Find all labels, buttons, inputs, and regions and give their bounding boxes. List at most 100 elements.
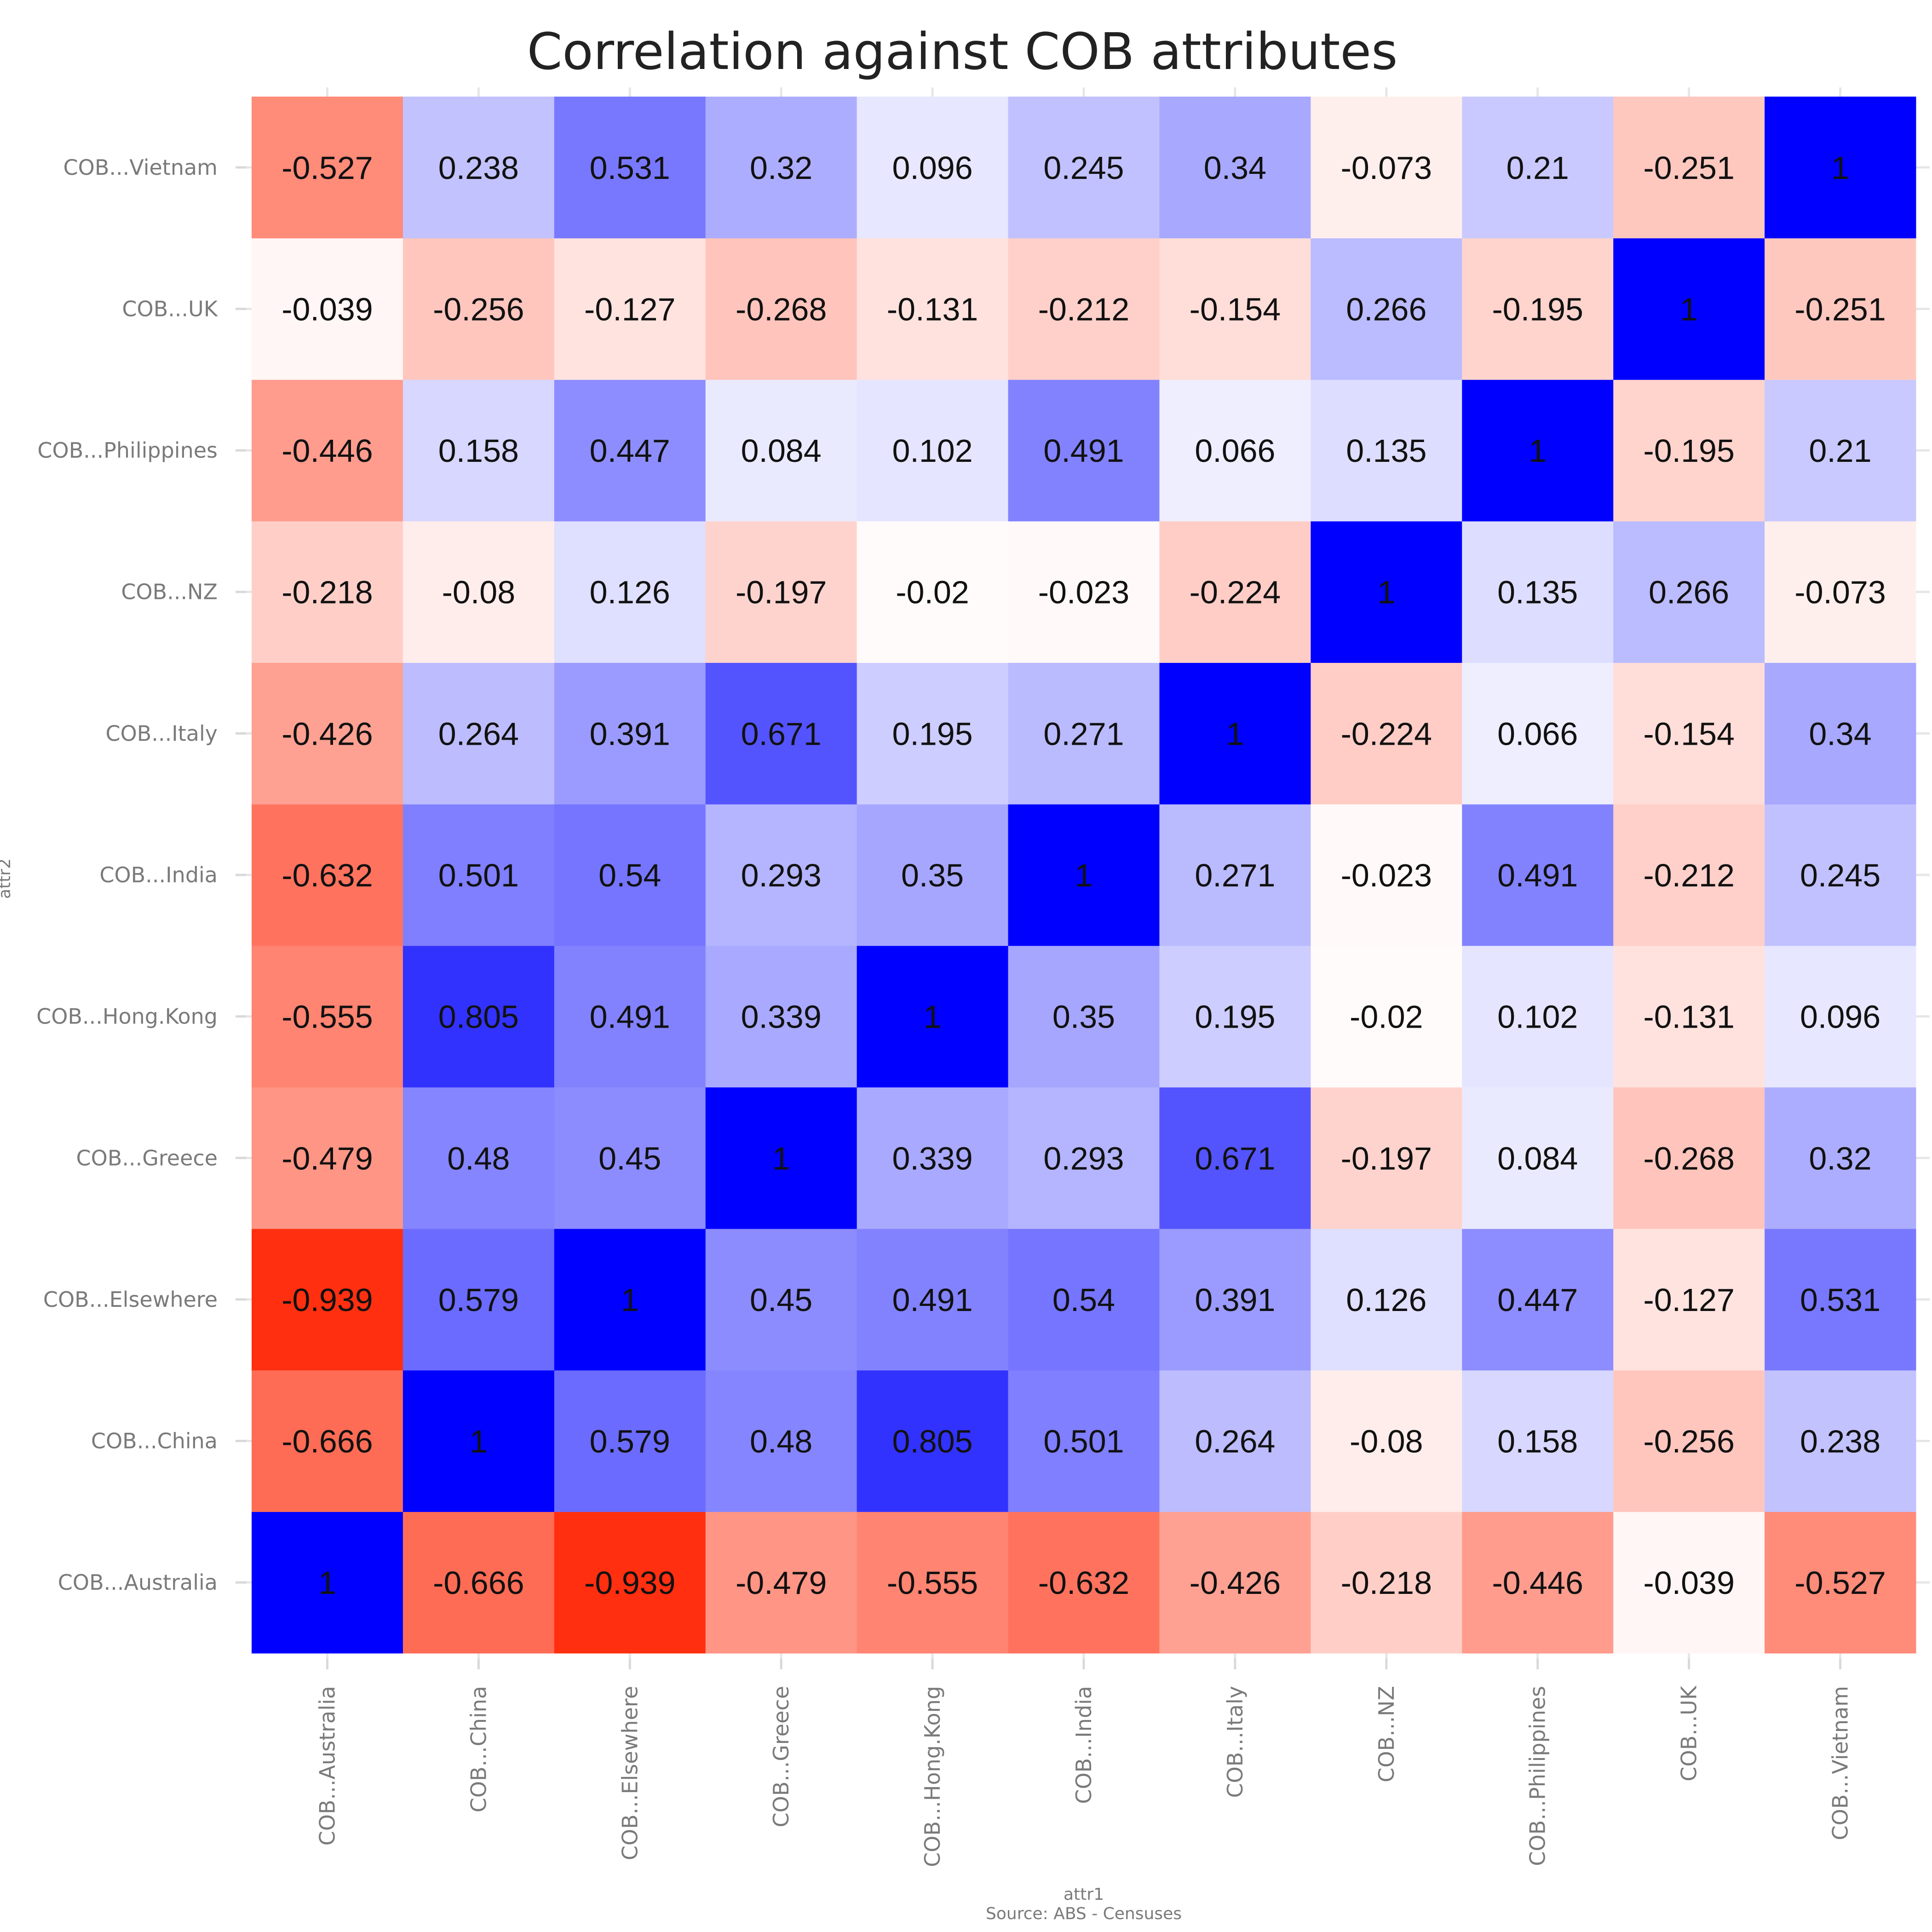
cell-value-label: 0.126 bbox=[590, 575, 670, 610]
heatmap-cell bbox=[1159, 238, 1311, 380]
cell-value-label: -0.197 bbox=[736, 575, 827, 610]
cell-value-label: 0.084 bbox=[1497, 1140, 1578, 1176]
cell-value-label: 0.245 bbox=[1800, 857, 1880, 893]
cell-value-label: -0.039 bbox=[1643, 1565, 1734, 1601]
cell-value-label: 0.266 bbox=[1649, 575, 1729, 610]
cell-value-label: -0.197 bbox=[1341, 1140, 1432, 1176]
cell-value-label: -0.446 bbox=[1492, 1565, 1583, 1601]
cell-value-label: 0.805 bbox=[438, 999, 519, 1035]
cell-value-label: -0.527 bbox=[1794, 1565, 1886, 1601]
cell-value-label: 0.531 bbox=[590, 150, 670, 186]
cell-value-label: -0.555 bbox=[282, 999, 373, 1035]
heatmap-cell bbox=[1311, 662, 1462, 805]
y-tick-label: COB...Italy bbox=[105, 721, 218, 746]
heatmap-cell bbox=[1008, 945, 1160, 1087]
heatmap-cell bbox=[554, 1229, 706, 1371]
cell-value-label: -0.632 bbox=[282, 857, 373, 893]
y-axis-label: attr2 bbox=[0, 858, 14, 899]
heatmap-cell bbox=[1159, 1512, 1311, 1654]
x-tick-label: COB...Greece bbox=[769, 1686, 794, 1828]
heatmap-cell bbox=[857, 662, 1009, 805]
cell-value-label: -0.939 bbox=[584, 1565, 675, 1601]
heatmap-cell bbox=[1159, 1370, 1311, 1512]
cell-value-label: 1 bbox=[772, 1140, 790, 1176]
heatmap-cell bbox=[252, 1512, 403, 1654]
cell-value-label: 0.339 bbox=[741, 999, 822, 1035]
heatmap-cell bbox=[705, 945, 857, 1087]
y-tick-label: COB...Vietnam bbox=[63, 155, 218, 180]
cell-value-label: 0.102 bbox=[892, 433, 973, 469]
cell-value-label: 1 bbox=[318, 1565, 336, 1601]
cell-value-label: -0.251 bbox=[1794, 291, 1886, 327]
heatmap-cell bbox=[1462, 1087, 1614, 1229]
cell-value-label: -0.479 bbox=[736, 1565, 827, 1601]
cell-value-label: -0.218 bbox=[1341, 1565, 1432, 1601]
cell-value-label: 0.066 bbox=[1195, 433, 1275, 469]
cell-value-label: 0.102 bbox=[1497, 999, 1578, 1035]
cell-value-label: 0.391 bbox=[1195, 1282, 1275, 1318]
cell-value-label: 0.293 bbox=[741, 857, 822, 893]
cell-value-label: -0.268 bbox=[736, 291, 827, 327]
cell-value-label: 0.48 bbox=[750, 1424, 812, 1460]
heatmap-cell bbox=[1311, 804, 1462, 946]
cell-value-label: 0.54 bbox=[1052, 1282, 1115, 1318]
x-axis-label: attr1 bbox=[1064, 1885, 1104, 1904]
cell-value-label: 0.238 bbox=[1800, 1424, 1880, 1460]
heatmap-cell bbox=[1159, 1087, 1311, 1229]
cell-value-label: -0.154 bbox=[1190, 291, 1281, 327]
heatmap-cell bbox=[1765, 238, 1916, 380]
cell-value-label: 0.084 bbox=[741, 433, 822, 469]
heatmap-cell bbox=[1008, 1512, 1160, 1654]
heatmap-cell bbox=[554, 662, 706, 805]
cell-value-label: -0.666 bbox=[282, 1424, 373, 1460]
cell-value-label: 1 bbox=[1831, 150, 1849, 186]
heatmap-cell bbox=[1765, 97, 1916, 239]
heatmap-cell bbox=[1462, 380, 1614, 522]
cell-value-label: 0.491 bbox=[590, 999, 670, 1035]
cell-value-label: 0.45 bbox=[750, 1282, 812, 1318]
cell-value-label: 0.45 bbox=[598, 1140, 661, 1176]
heatmap-cell bbox=[1008, 238, 1160, 380]
cell-value-label: 0.491 bbox=[1497, 857, 1578, 893]
heatmap-cell bbox=[1159, 521, 1311, 663]
x-axis-ticks: COB...Australia COB...China COB...Elsewher… bbox=[315, 1659, 1853, 1867]
cell-value-label: 0.531 bbox=[1800, 1282, 1880, 1318]
chart-caption: Source: ABS - Censuses bbox=[986, 1904, 1182, 1923]
cell-value-label: 0.238 bbox=[438, 150, 519, 186]
heatmap-cell bbox=[1311, 1512, 1462, 1654]
heatmap-cell bbox=[554, 380, 706, 522]
heatmap-cell bbox=[1311, 1087, 1462, 1229]
heatmap-cell bbox=[252, 1087, 403, 1229]
cell-value-label: 0.671 bbox=[1195, 1140, 1275, 1176]
cell-value-label: 0.339 bbox=[892, 1140, 973, 1176]
heatmap-cell bbox=[402, 1512, 555, 1654]
cell-value-label: -0.268 bbox=[1643, 1140, 1734, 1176]
heatmap-cell bbox=[1765, 662, 1916, 805]
x-tick-label: COB...Italy bbox=[1223, 1686, 1248, 1798]
heatmap-cell bbox=[1311, 1229, 1462, 1371]
cell-value-label: 0.195 bbox=[1195, 999, 1275, 1035]
cell-value-label: 1 bbox=[470, 1424, 488, 1460]
heatmap-cell bbox=[1311, 521, 1462, 663]
heatmap-cell bbox=[1462, 238, 1614, 380]
heatmap-cell bbox=[1613, 1512, 1765, 1654]
heatmap-cell bbox=[857, 97, 1009, 239]
cell-value-label: -0.08 bbox=[1350, 1424, 1423, 1460]
cell-value-label: 0.126 bbox=[1346, 1282, 1426, 1318]
x-tick-label: COB...Philippines bbox=[1525, 1686, 1550, 1866]
cell-value-label: 0.805 bbox=[892, 1424, 973, 1460]
heatmap-cell bbox=[1311, 97, 1462, 239]
x-tick-label: COB...China bbox=[466, 1686, 491, 1812]
heatmap-cell bbox=[857, 1370, 1009, 1512]
cell-value-label: 0.271 bbox=[1195, 857, 1275, 893]
heatmap-cell bbox=[252, 238, 403, 380]
cell-value-label: 0.501 bbox=[1043, 1424, 1124, 1460]
heatmap-cell bbox=[705, 662, 857, 805]
cell-value-label: 0.271 bbox=[1043, 716, 1124, 752]
y-tick-label: COB...China bbox=[91, 1429, 218, 1454]
x-tick-label: COB...Hong.Kong bbox=[920, 1686, 945, 1867]
heatmap-cell bbox=[402, 1370, 555, 1512]
heatmap-cell bbox=[1765, 521, 1916, 663]
y-tick-label: COB...Elsewhere bbox=[43, 1287, 218, 1312]
heatmap-cell bbox=[1462, 1512, 1614, 1654]
